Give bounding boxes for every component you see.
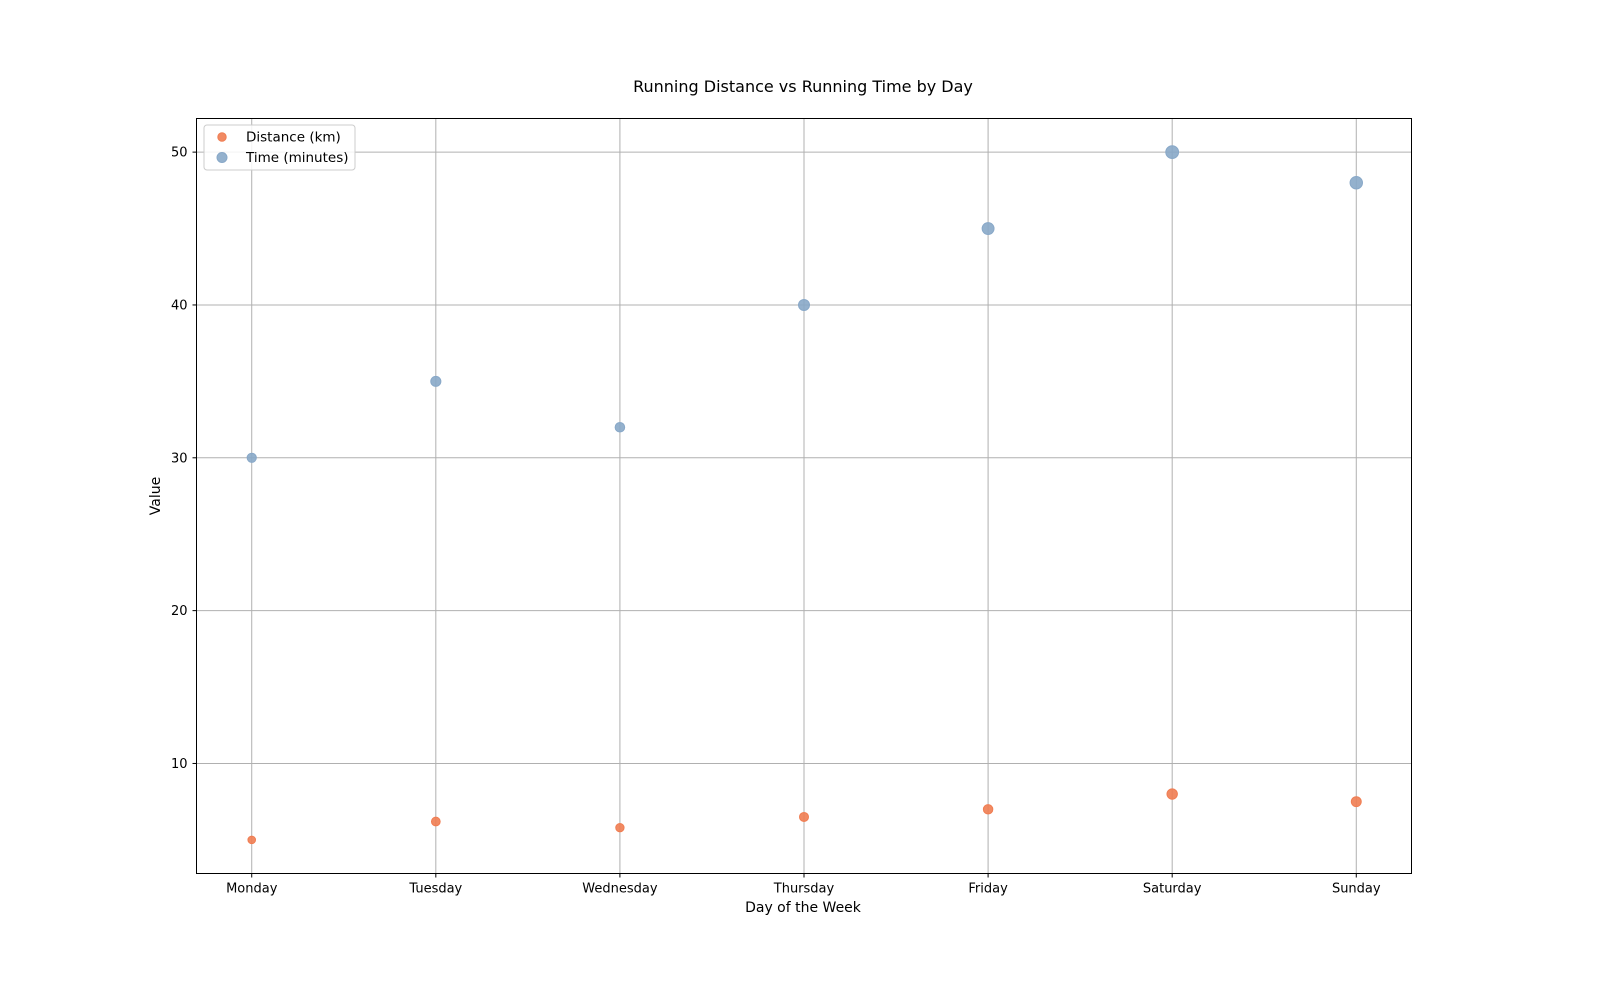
y-tick-label: 40 bbox=[171, 298, 188, 313]
x-tick-label: Monday bbox=[226, 882, 278, 897]
scatter-point bbox=[981, 222, 995, 235]
scatter-point bbox=[246, 452, 257, 463]
scatter-point bbox=[614, 421, 626, 433]
legend-box bbox=[203, 124, 356, 171]
scatter-points bbox=[246, 145, 1363, 845]
x-tick-label: Wednesday bbox=[582, 882, 658, 897]
grid bbox=[196, 118, 1412, 874]
scatter-point bbox=[1349, 175, 1363, 190]
legend-marker bbox=[216, 152, 228, 163]
x-tick-label: Saturday bbox=[1143, 882, 1202, 897]
y-ticks: 10 20 30 40 50 bbox=[171, 146, 197, 772]
x-tick-label: Sunday bbox=[1332, 882, 1381, 897]
scatter-point bbox=[430, 816, 441, 827]
scatter-point bbox=[982, 804, 994, 815]
x-axis-label: Day of the Week bbox=[745, 900, 862, 916]
x-tick-label: Thursday bbox=[773, 882, 835, 897]
scatter-point bbox=[1165, 145, 1180, 160]
legend-label: Time (minutes) bbox=[245, 150, 349, 166]
scatter-point bbox=[615, 822, 625, 833]
legend: Distance (km) Time (minutes) bbox=[203, 124, 356, 171]
scatter-point bbox=[247, 835, 257, 845]
y-tick-label: 30 bbox=[171, 451, 188, 466]
scatter-point bbox=[1350, 796, 1362, 808]
scatter-point bbox=[798, 298, 810, 311]
scatter-point bbox=[1166, 788, 1178, 800]
legend-label: Distance (km) bbox=[246, 130, 341, 146]
x-tick-label: Tuesday bbox=[408, 882, 462, 897]
legend-marker bbox=[217, 132, 227, 142]
chart-title: Running Distance vs Running Time by Day bbox=[633, 77, 973, 96]
y-tick-label: 50 bbox=[171, 146, 188, 161]
y-tick-label: 20 bbox=[171, 604, 188, 619]
y-axis-label: Value bbox=[148, 477, 164, 515]
scatter-point bbox=[799, 811, 809, 822]
scatter-point bbox=[430, 375, 442, 387]
x-tick-label: Friday bbox=[968, 882, 1008, 897]
y-tick-label: 10 bbox=[171, 757, 188, 772]
x-ticks: Monday Tuesday Wednesday Thursday Friday Satu… bbox=[226, 873, 1381, 897]
